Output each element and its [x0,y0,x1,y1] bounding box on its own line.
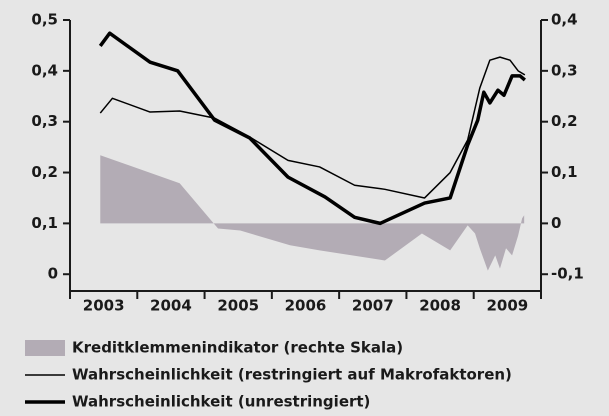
line [98,31,526,226]
y2-tick-label: 0,4 [551,11,578,29]
y-tick-label: 0,5 [31,11,58,29]
legend-label: Wahrscheinlichkeit (unrestringiert) [72,393,370,411]
y-tick-label: 0 [48,265,58,283]
y-tick-label: 0,4 [31,61,58,79]
y-tick-label: 0,3 [31,112,58,130]
line [99,56,526,199]
y2-tick-label: 0,3 [551,61,578,79]
y-tick-label: 0,1 [31,214,58,232]
x-tick-label: 2009 [486,297,528,315]
y2-tick-label: 0 [551,214,561,232]
y2-tick-label: 0,2 [551,112,578,130]
x-tick-label: 2008 [419,297,461,315]
legend-label: Kreditklemmenindikator (rechte Skala) [72,339,403,357]
x-tick-label: 2007 [352,297,394,315]
x-tick-label: 2005 [217,297,259,315]
y2-tick-label: 0,1 [551,163,578,181]
y2-tick-label: -0,1 [551,265,584,283]
y-tick-label: 0,2 [31,163,58,181]
legend-label: Wahrscheinlichkeit (restringiert auf Mak… [72,366,512,384]
area [100,155,525,271]
x-tick-label: 2004 [150,297,192,315]
legend-swatch [25,340,65,356]
x-tick-label: 2003 [83,297,125,315]
x-tick-label: 2006 [285,297,327,315]
